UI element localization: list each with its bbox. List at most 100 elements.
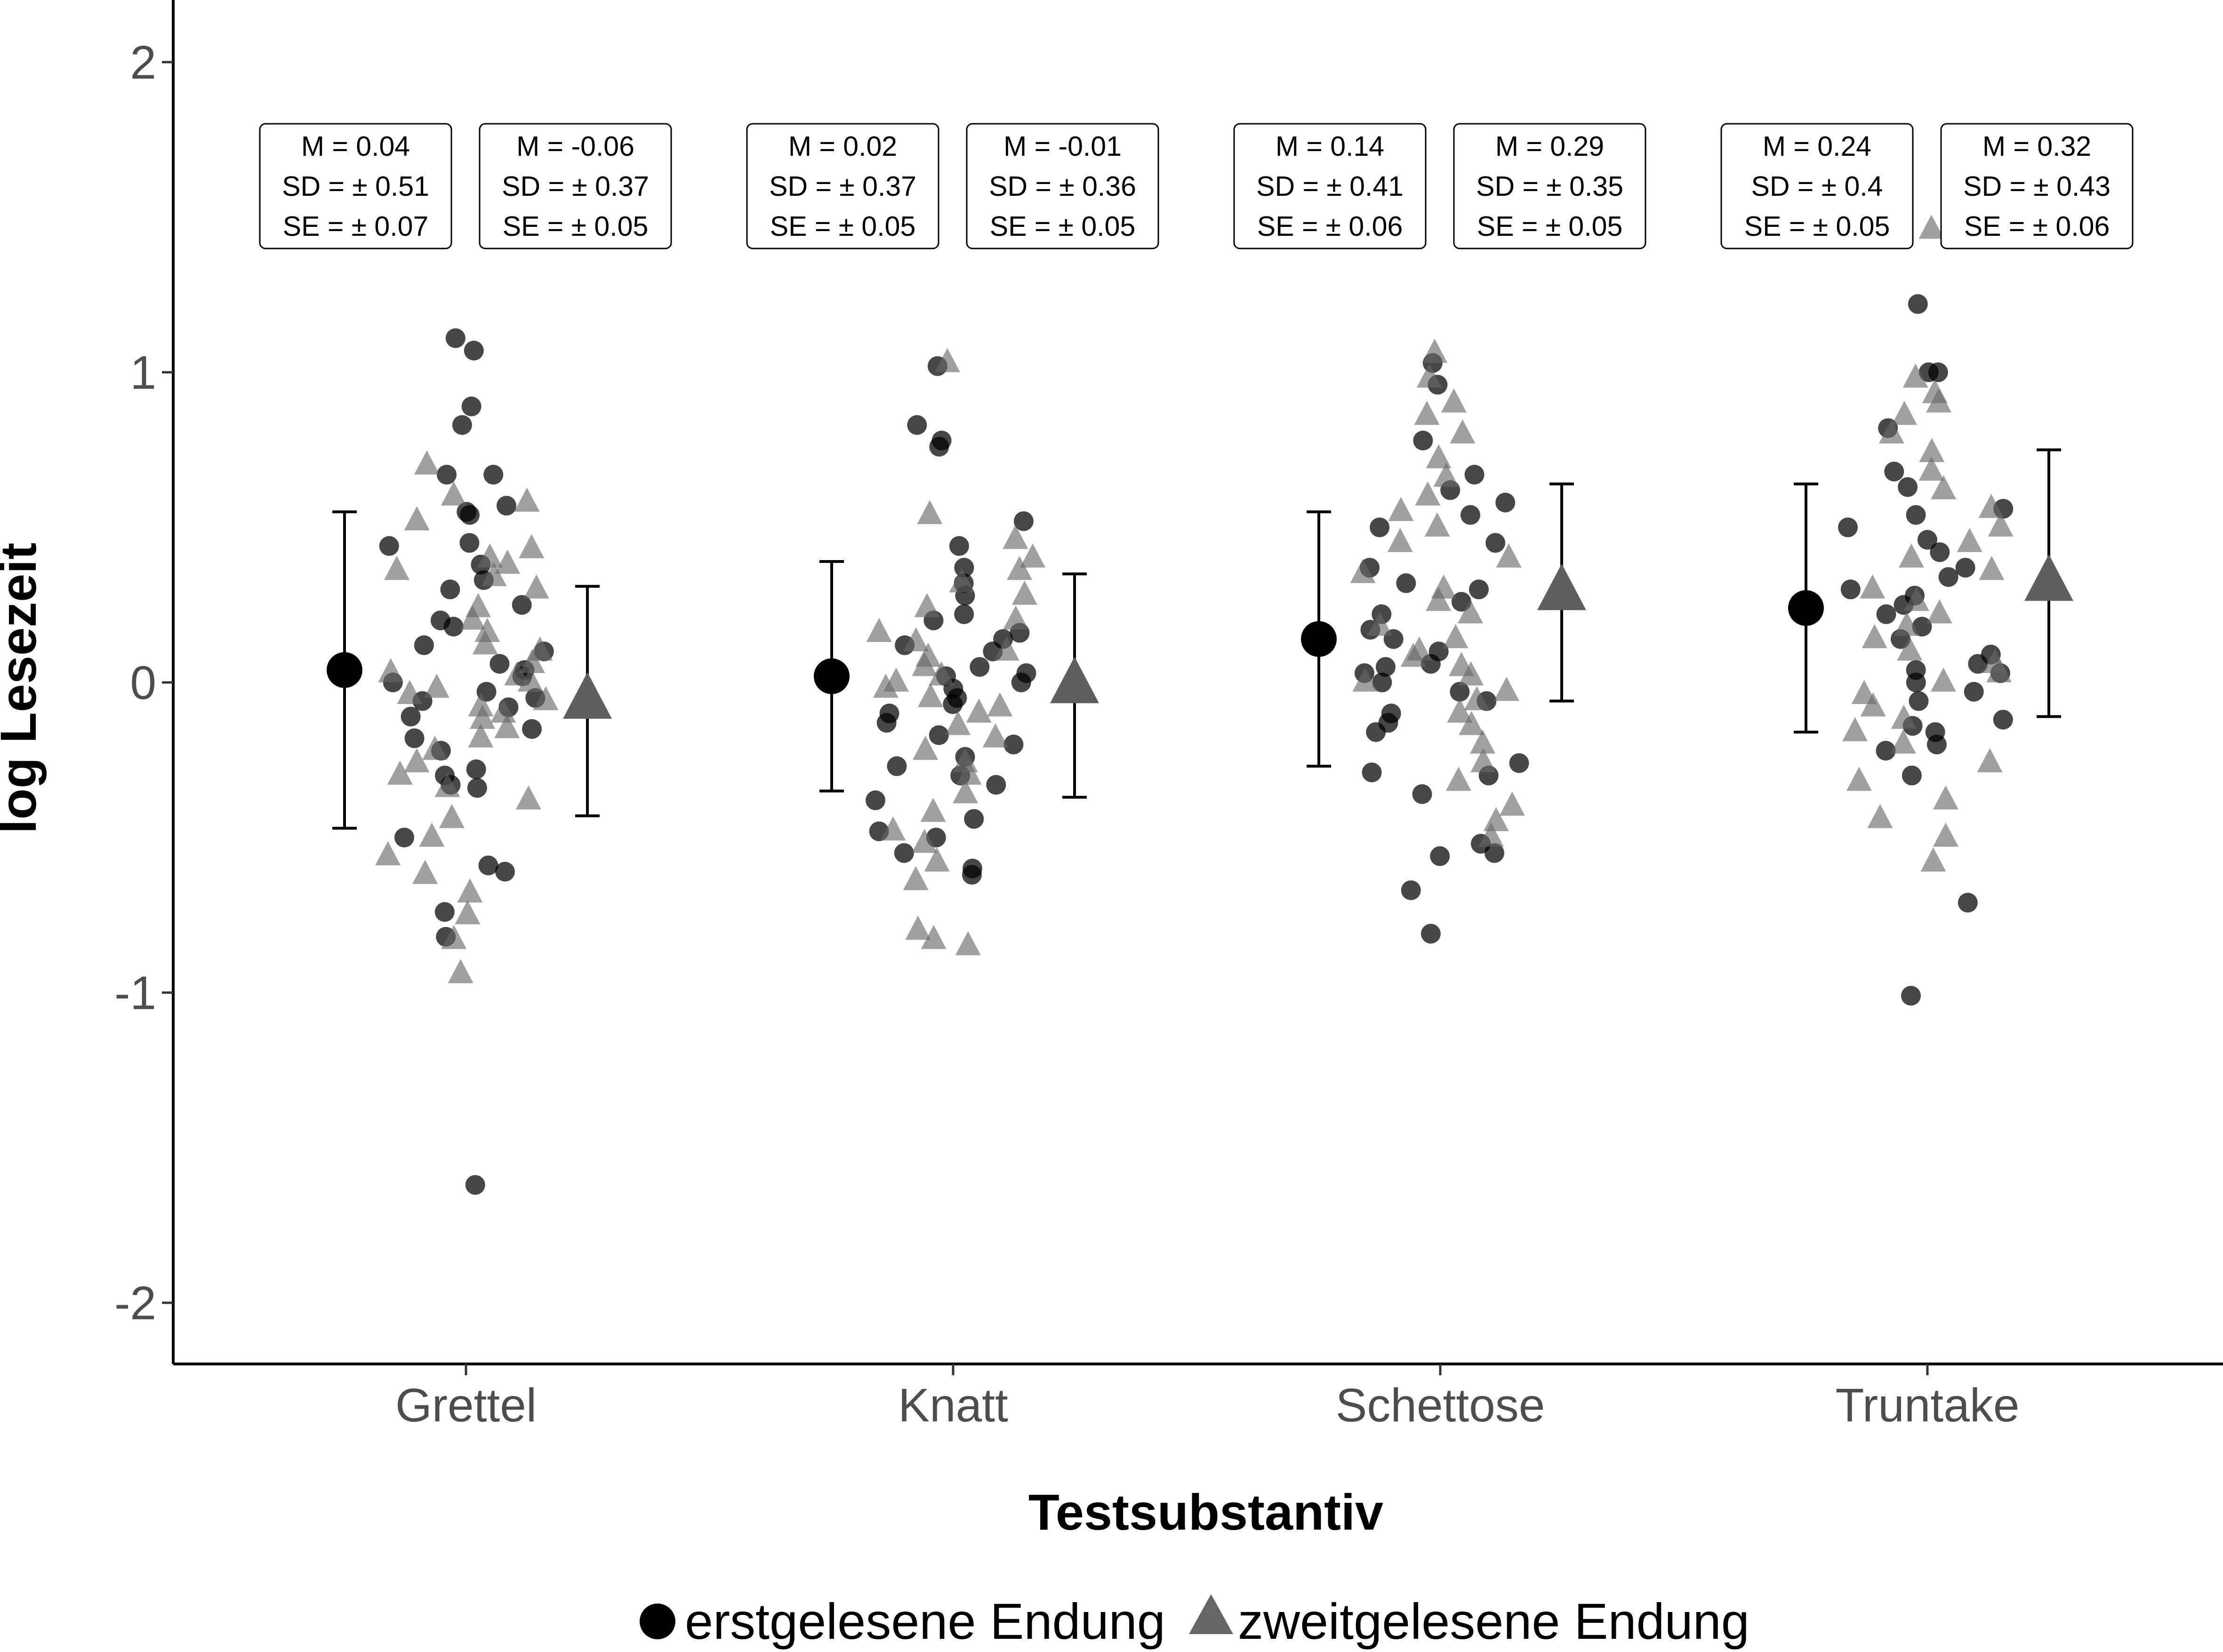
data-point-triangle bbox=[1011, 580, 1037, 605]
data-point-circle bbox=[887, 756, 907, 776]
data-point-circle bbox=[379, 536, 399, 556]
data-point-triangle bbox=[1007, 555, 1033, 580]
data-point-triangle bbox=[1457, 599, 1483, 624]
data-point-triangle bbox=[457, 878, 483, 903]
data-point-triangle bbox=[517, 667, 543, 692]
data-point-triangle bbox=[982, 723, 1008, 748]
data-point-triangle bbox=[945, 711, 971, 735]
data-point-triangle bbox=[880, 816, 906, 841]
data-point-circle bbox=[1838, 517, 1858, 537]
data-point-circle bbox=[522, 719, 542, 739]
stat-box: M = -0.06 SD = ± 0.37 SE = ± 0.05 bbox=[479, 123, 672, 249]
mean-marker-triangle bbox=[563, 672, 612, 719]
data-point-circle bbox=[1908, 294, 1928, 314]
x-axis-ticks: Grettel Knatt Schettose Truntake bbox=[395, 1364, 2019, 1432]
data-point-triangle bbox=[905, 915, 931, 940]
data-point-circle bbox=[478, 855, 498, 875]
data-point-triangle bbox=[441, 925, 467, 949]
data-point-circle bbox=[1469, 579, 1489, 600]
data-point-circle bbox=[459, 505, 480, 525]
data-point-triangle bbox=[468, 692, 494, 717]
mean-marker-circle bbox=[327, 652, 362, 688]
data-point-circle bbox=[461, 396, 482, 417]
data-point-triangle bbox=[1445, 767, 1471, 791]
data-point-triangle bbox=[1862, 624, 1887, 649]
stat-box: M = 0.32 SD = ± 0.43 SE = ± 0.06 bbox=[1940, 123, 2134, 249]
data-point-circle bbox=[943, 694, 963, 714]
data-point-circle bbox=[1495, 492, 1516, 513]
data-point-triangle bbox=[434, 773, 460, 797]
data-point-triangle bbox=[1894, 611, 1920, 636]
data-point-triangle bbox=[1470, 729, 1496, 754]
data-point-circle bbox=[414, 635, 434, 655]
data-point-triangle bbox=[1890, 729, 1916, 754]
stat-box-frame bbox=[1720, 123, 1914, 249]
mean-marker-circle bbox=[1301, 621, 1337, 657]
y-tick-label: -1 bbox=[114, 967, 156, 1019]
data-point-triangle bbox=[1919, 438, 1945, 462]
data-point-triangle bbox=[1433, 463, 1459, 487]
data-point-circle bbox=[434, 902, 455, 922]
data-point-circle bbox=[1412, 784, 1432, 804]
data-point-circle bbox=[1906, 673, 1926, 692]
stat-sd: SD = ± 0.35 bbox=[1476, 171, 1623, 202]
data-point-circle bbox=[1876, 604, 1896, 625]
data-point-triangle bbox=[1493, 676, 1519, 701]
stat-mean: M = 0.32 bbox=[1982, 131, 2091, 162]
data-point-triangle bbox=[1846, 767, 1872, 791]
data-point-circle bbox=[986, 775, 1006, 795]
stat-mean: M = 0.14 bbox=[1276, 131, 1384, 162]
data-point-circle bbox=[1413, 430, 1433, 450]
data-point-triangle bbox=[1933, 822, 1958, 847]
data-point-triangle bbox=[1478, 822, 1504, 847]
data-point-circle bbox=[1840, 579, 1861, 600]
data-point-triangle bbox=[481, 562, 507, 586]
data-point-triangle bbox=[514, 487, 540, 512]
data-point-triangle bbox=[1496, 543, 1522, 568]
data-point-triangle bbox=[966, 698, 992, 723]
data-point-circle bbox=[443, 617, 464, 637]
data-point-triangle bbox=[924, 847, 950, 872]
data-point-circle bbox=[1485, 533, 1506, 553]
data-point-triangle bbox=[1388, 497, 1414, 521]
mean-marker-triangle bbox=[1537, 563, 1586, 610]
data-point-circle bbox=[1993, 710, 2013, 730]
data-point-triangle bbox=[917, 500, 943, 524]
data-point-triangle bbox=[920, 797, 946, 822]
data-point-circle bbox=[496, 496, 516, 516]
data-point-circle bbox=[1909, 691, 1929, 711]
data-point-circle bbox=[404, 728, 425, 748]
data-point-triangle bbox=[494, 714, 520, 738]
data-point-circle bbox=[970, 657, 990, 677]
stat-box-frame bbox=[1233, 123, 1427, 249]
data-point-circle bbox=[1926, 734, 1947, 754]
stat-box: M = 0.29 SD = ± 0.35 SE = ± 0.05 bbox=[1453, 123, 1646, 249]
data-point-triangle bbox=[1860, 574, 1886, 599]
data-point-triangle bbox=[1986, 658, 2012, 682]
data-point-circle bbox=[962, 865, 982, 885]
data-point-triangle bbox=[378, 658, 404, 682]
data-point-triangle bbox=[1426, 444, 1452, 469]
data-point-triangle bbox=[1903, 586, 1929, 611]
data-point-triangle bbox=[1459, 711, 1485, 735]
data-point-triangle bbox=[422, 736, 448, 760]
data-point-triangle bbox=[1957, 528, 1982, 552]
data-point-circle bbox=[1898, 477, 1918, 497]
stat-box-frame bbox=[1940, 123, 2134, 249]
data-point-triangle bbox=[523, 574, 549, 599]
data-point-circle bbox=[1430, 846, 1450, 866]
data-point-triangle bbox=[472, 630, 498, 655]
data-point-triangle bbox=[1416, 363, 1442, 388]
data-point-circle bbox=[483, 465, 504, 485]
data-point-circle bbox=[949, 536, 969, 556]
data-point-circle bbox=[954, 558, 974, 578]
data-point-circle bbox=[1964, 682, 1984, 702]
y-tick-label: 1 bbox=[130, 346, 156, 399]
stat-box: M = 0.02 SD = ± 0.37 SE = ± 0.05 bbox=[746, 123, 939, 249]
data-point-circle bbox=[452, 415, 472, 435]
data-point-triangle bbox=[1979, 555, 2005, 580]
legend-circle-marker bbox=[640, 1604, 675, 1639]
data-point-triangle bbox=[1897, 636, 1923, 661]
y-tick-label: 2 bbox=[130, 36, 156, 89]
data-point-triangle bbox=[1387, 528, 1413, 552]
